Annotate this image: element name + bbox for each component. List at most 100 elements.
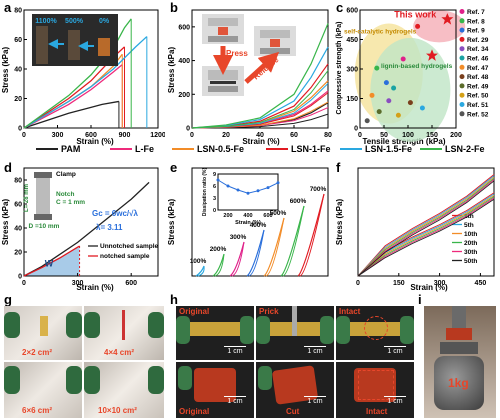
legend-item-LSN-2-Fe: LSN-2-Fe bbox=[420, 144, 485, 154]
photo-h-top-intact: Intact 1 cm bbox=[336, 306, 414, 360]
chart-a-y-tick-label: 80 bbox=[14, 8, 22, 15]
legend-item-LSN-1.5-Fe: LSN-1.5-Fe bbox=[340, 144, 412, 154]
cycle-label-500%: 500% bbox=[270, 210, 287, 217]
plot-frame bbox=[191, 167, 329, 277]
cycle-label-700%: 700% bbox=[310, 186, 327, 193]
chart-e-ylabel: Stress (kPa) bbox=[167, 199, 176, 246]
inset-x-tick-label: 200 bbox=[223, 213, 232, 219]
scale-bar: 1 cm bbox=[384, 396, 406, 405]
chart-b-y-tick-label: 400 bbox=[178, 58, 190, 65]
inset-label-0: 0% bbox=[99, 18, 110, 25]
legend-label-5th: 5th bbox=[464, 222, 474, 229]
lambda-label: λ= 3.11 bbox=[96, 223, 123, 232]
cyclic-load-700% bbox=[297, 193, 325, 277]
chart-d-ylabel: Stress (kPa) bbox=[1, 199, 10, 246]
legend-label: LSN-1.5-Fe bbox=[365, 144, 413, 154]
chart-a-x-tick-label: 0 bbox=[22, 132, 26, 139]
c-label: C = 1 mm bbox=[56, 199, 85, 206]
point-Ref. 29 bbox=[415, 23, 421, 29]
legend-label-Ref. 7: Ref. 7 bbox=[467, 9, 485, 16]
chart-a-series-L-Fe bbox=[23, 64, 123, 129]
cycle-load-30th bbox=[357, 179, 495, 277]
inset-y-tick-label: 9 bbox=[213, 172, 216, 178]
photo-h-bottom-cut: 1 cm Cut bbox=[256, 362, 334, 418]
chart-b-x-tick-label: 60 bbox=[290, 132, 298, 139]
chart-c-x-tick-label: 0 bbox=[358, 132, 362, 139]
point-Ref. 34 bbox=[386, 98, 392, 104]
cycle-unload-20th bbox=[357, 196, 495, 277]
point-Ref. 9 bbox=[383, 80, 389, 86]
dissipation-point bbox=[256, 189, 260, 193]
photo-g-caption-2: 4×4 cm² bbox=[104, 348, 135, 357]
chart-d-xlabel: Strain (%) bbox=[76, 283, 114, 292]
cycle-label-200%: 200% bbox=[210, 246, 227, 253]
legend-marker-Ref. 34 bbox=[459, 46, 465, 52]
legend-marker-Ref. 46 bbox=[459, 55, 465, 61]
panel-label-f: f bbox=[336, 160, 341, 175]
photo-g-2x2: 2×2 cm² bbox=[4, 306, 82, 360]
press-label: Press bbox=[226, 49, 248, 58]
dissipation-point bbox=[276, 181, 280, 185]
star-LSN-1.5-Fe bbox=[426, 49, 438, 61]
legend-unnotched-label: Unnotched sample bbox=[100, 243, 159, 250]
chart-a-ylabel: Stress (kPa) bbox=[1, 47, 10, 94]
chart-d-y-tick-label: 40 bbox=[14, 226, 22, 233]
chart-a-inset-photo: 1100% 500% 0% bbox=[32, 14, 118, 66]
panel-label-d: d bbox=[4, 160, 12, 175]
legend-marker-Ref. 52 bbox=[459, 111, 465, 117]
d-label: D =10 mm bbox=[29, 223, 60, 230]
chart-f-x-tick-label: 0 bbox=[356, 280, 360, 287]
region-lignin-based-label: lignin-based hydrogels bbox=[381, 63, 453, 70]
inset-x-tick-label: 600 bbox=[263, 213, 272, 219]
photo-h-caption-bottom-2: Cut bbox=[286, 407, 300, 416]
photo-h-caption-top-2: Prick bbox=[259, 307, 279, 316]
legend-item-LSN-1-Fe: LSN-1-Fe bbox=[266, 144, 331, 154]
cyclic-unload-700% bbox=[299, 193, 325, 277]
chart-c-xlabel: Tensile strength (kPa) bbox=[363, 137, 446, 146]
chart-a-series-LSN-1.5-Fe bbox=[23, 36, 148, 129]
cyclic-unload-600% bbox=[282, 205, 305, 277]
legend-label: PAM bbox=[61, 144, 81, 154]
legend-label: LSN-2-Fe bbox=[445, 144, 485, 154]
notch-label: Notch bbox=[56, 191, 74, 198]
chart-a-series-LSN-2-Fe bbox=[23, 18, 132, 129]
legend-marker-Ref. 8 bbox=[459, 18, 465, 24]
legend-label-10th: 10th bbox=[464, 231, 477, 238]
panel-label-c: c bbox=[336, 0, 344, 15]
chart-d-y-tick-label: 60 bbox=[14, 202, 22, 209]
legend-label-Ref. 46: Ref. 46 bbox=[467, 56, 489, 63]
chart-b-inset-photos: Press Release bbox=[202, 14, 296, 96]
chart-c-x-tick-label: 200 bbox=[450, 132, 462, 139]
chart-a-x-tick-label: 600 bbox=[85, 132, 97, 139]
chart-b-y-tick-label: 200 bbox=[178, 92, 190, 99]
cycle-load-50th bbox=[357, 180, 495, 277]
chart-f-x-tick-label: 450 bbox=[475, 280, 487, 287]
legend-label: L-Fe bbox=[135, 144, 154, 154]
dissipation-point bbox=[226, 184, 230, 188]
legend-item-L-Fe: L-Fe bbox=[110, 144, 154, 154]
photo-h-caption-top-3: Intact bbox=[339, 307, 361, 316]
panel-label-g: g bbox=[4, 292, 12, 307]
chart-b-series-LSN-2-Fe bbox=[191, 23, 329, 129]
point-Ref. 50 bbox=[395, 112, 401, 118]
cycle-label-400%: 400% bbox=[250, 222, 267, 229]
legend-swatch bbox=[340, 148, 362, 150]
point-Ref. 48 bbox=[407, 100, 413, 106]
legend-label-Ref. 34: Ref. 34 bbox=[467, 46, 489, 53]
chart-a-xlabel: Strain (%) bbox=[76, 137, 114, 146]
series-legend: PAM L-Fe LSN-0.5-Fe LSN-1-Fe LSN-1.5-Fe LSN-2… bbox=[0, 144, 500, 158]
photo-g-6x6: 6×6 cm² bbox=[4, 362, 82, 418]
cyclic-load-200% bbox=[212, 253, 225, 277]
cyclic-load-600% bbox=[280, 205, 305, 277]
legend-marker-Ref. 7 bbox=[459, 9, 465, 14]
legend-marker-Ref. 51 bbox=[459, 102, 465, 107]
chart-a-y-tick-label: 60 bbox=[14, 37, 22, 44]
inset-y-tick-label: 6 bbox=[213, 184, 216, 190]
plot-frame bbox=[357, 167, 495, 277]
photo-h-caption-top-1: Original bbox=[179, 307, 210, 316]
legend-marker-Ref. 50 bbox=[459, 92, 465, 98]
clamp-label: Clamp bbox=[56, 171, 76, 178]
chart-f-xlabel: Strain (%) bbox=[410, 283, 448, 292]
cyclic-unload-400% bbox=[248, 229, 265, 277]
inset-x-tick-label: 400 bbox=[243, 213, 252, 219]
